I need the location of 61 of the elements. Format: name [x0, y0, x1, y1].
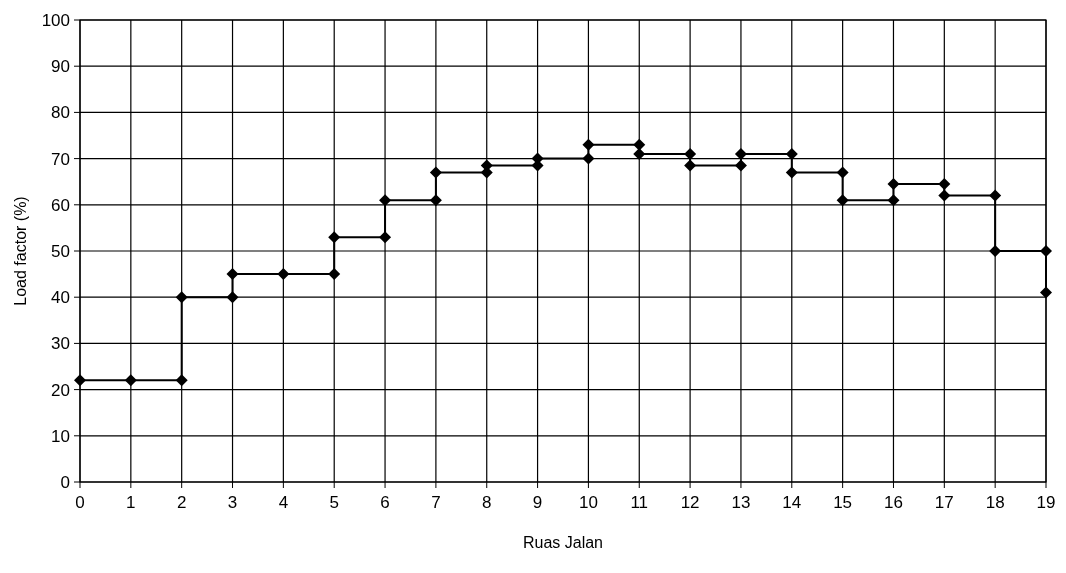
point	[1040, 245, 1052, 257]
x-tick-label: 3	[227, 493, 238, 512]
y-axis-title: Load factor (%)	[12, 196, 29, 306]
x-tick-label: 0	[75, 493, 85, 512]
point	[785, 166, 798, 179]
point	[938, 178, 951, 191]
point	[74, 374, 86, 387]
point	[734, 159, 747, 172]
y-tick-label: 0	[60, 472, 70, 492]
y-tick-label: 40	[51, 288, 70, 308]
x-tick-label: 15	[833, 493, 853, 512]
point	[989, 189, 1002, 202]
point	[582, 152, 595, 165]
point	[277, 268, 290, 281]
point	[633, 138, 646, 151]
point	[175, 374, 188, 387]
y-tick-label: 30	[51, 334, 70, 354]
point	[684, 159, 697, 172]
y-tick-label: 100	[41, 10, 70, 30]
point	[124, 374, 137, 387]
point	[887, 178, 900, 191]
x-tick-label: 12	[680, 493, 700, 512]
point	[226, 291, 239, 304]
point	[379, 231, 392, 244]
x-tick-label: 17	[934, 493, 954, 512]
y-tick-label: 80	[51, 103, 70, 123]
y-tick-label: 90	[51, 57, 70, 77]
x-tick-label: 1	[126, 493, 136, 512]
y-tick-label: 10	[51, 426, 70, 446]
x-tick-label: 6	[380, 493, 390, 512]
point	[429, 166, 442, 179]
x-tick-label: 18	[985, 493, 1005, 512]
y-tick-label: 50	[51, 241, 70, 261]
y-tick-label: 60	[51, 195, 70, 215]
point	[1040, 286, 1052, 299]
x-tick-label: 7	[431, 493, 441, 512]
x-tick-label: 10	[578, 493, 598, 512]
point	[887, 194, 900, 207]
x-tick-label: 5	[329, 493, 339, 512]
x-tick-label: 16	[884, 493, 903, 512]
x-tick-label: 11	[630, 493, 649, 512]
x-tick-label: 13	[731, 493, 751, 512]
point	[328, 268, 341, 281]
point	[226, 268, 239, 281]
x-tick-label: 4	[278, 493, 289, 512]
y-tick-label: 20	[51, 380, 70, 400]
point	[582, 138, 595, 151]
point	[328, 231, 341, 244]
y-tick-label: 70	[51, 149, 70, 169]
x-tick-label: 14	[782, 493, 802, 512]
point	[836, 194, 849, 207]
point	[836, 166, 849, 179]
x-tick-label: 2	[176, 493, 187, 512]
point	[175, 291, 188, 304]
x-tick-label: 9	[532, 493, 543, 512]
point	[938, 189, 951, 202]
point	[429, 194, 442, 207]
x-axis-title: Ruas Jalan	[522, 534, 604, 551]
x-tick-label: 8	[482, 493, 492, 512]
x-tick-label: 19	[1036, 493, 1056, 512]
point	[379, 194, 392, 207]
